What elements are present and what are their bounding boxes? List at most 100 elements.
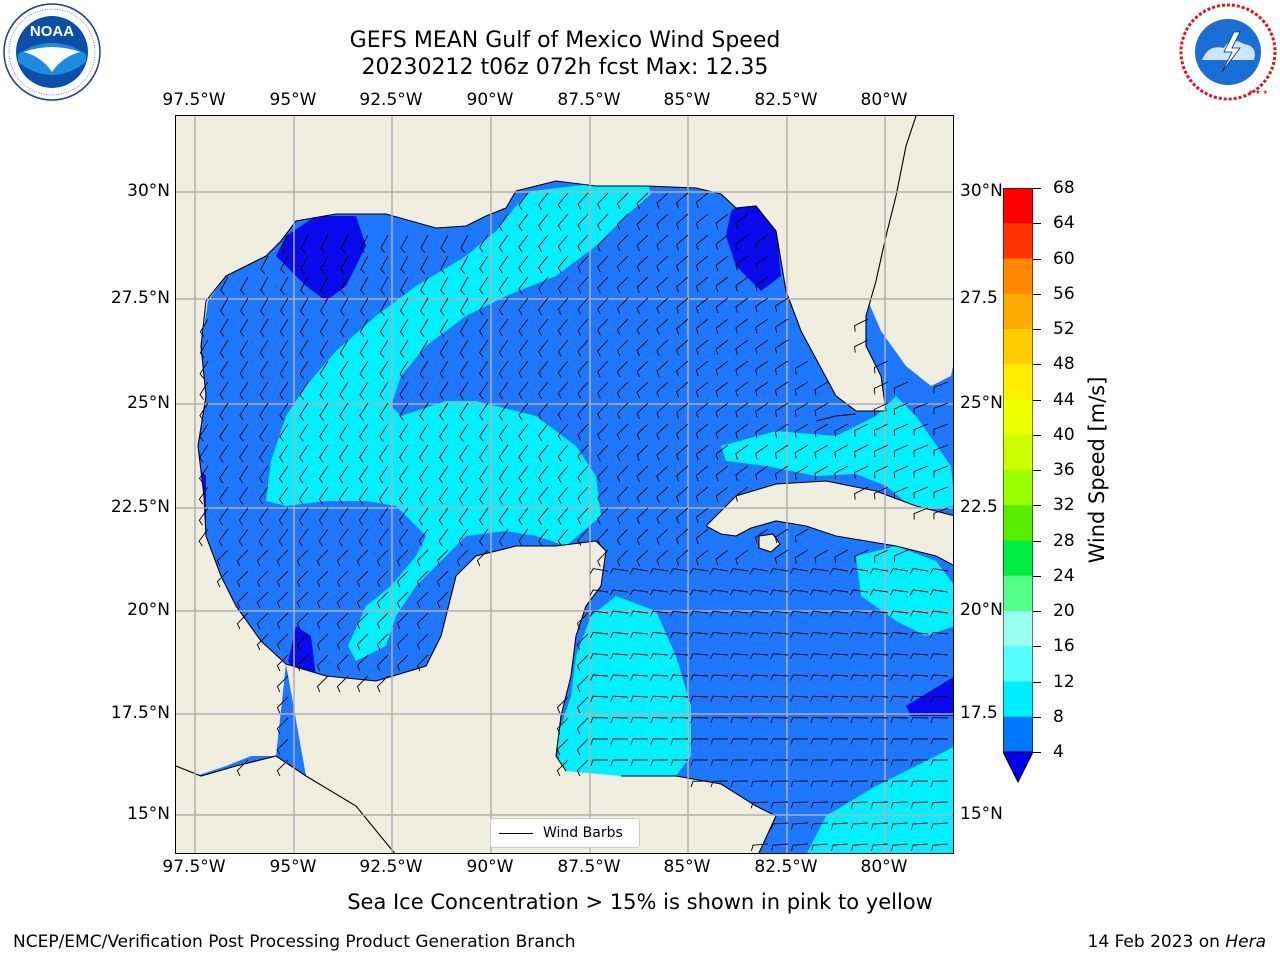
wind-barb	[557, 339, 569, 357]
wind-barb	[260, 276, 269, 295]
wind-barb	[576, 759, 589, 777]
wind-barb	[360, 276, 369, 295]
wind-barb	[440, 255, 449, 274]
wind-barb	[854, 444, 869, 458]
wind-barb	[439, 444, 449, 463]
wind-barb	[597, 486, 609, 504]
wind-barb	[676, 339, 689, 356]
wind-barb	[933, 402, 949, 415]
wind-barb	[889, 653, 909, 660]
wind-barb	[456, 549, 469, 567]
wind-barb	[239, 339, 249, 358]
wind-barb	[690, 780, 709, 788]
wind-barb	[518, 297, 529, 316]
wind-barb	[695, 339, 709, 356]
wind-barb	[814, 444, 829, 459]
wind-barb	[236, 759, 249, 777]
wind-barb	[830, 695, 849, 702]
wind-barb	[498, 465, 509, 484]
wind-barb	[695, 423, 709, 440]
wind-barb	[557, 486, 569, 504]
wind-barb	[910, 759, 929, 766]
wind-barb	[850, 843, 869, 852]
wind-barb	[616, 297, 629, 315]
wind-barb	[636, 255, 649, 273]
wind-barb	[630, 717, 649, 724]
wind-barb	[649, 653, 669, 660]
wind-lt-4-region	[276, 216, 366, 301]
wind-barb	[809, 568, 829, 575]
wind-barb	[318, 465, 329, 484]
wind-barb	[479, 402, 489, 421]
wind-barb	[790, 822, 809, 830]
wind-barb	[336, 633, 349, 651]
wind-barb	[750, 695, 769, 702]
wind-barb	[276, 717, 289, 735]
wind-barb	[597, 423, 609, 441]
wind-barb	[219, 297, 229, 316]
wind-barb	[729, 568, 749, 575]
wind-barb	[278, 528, 289, 547]
wind-barb	[730, 717, 749, 724]
wind-barb	[256, 591, 269, 609]
wind-barb	[629, 631, 649, 639]
wind-barb	[338, 486, 349, 505]
wind-barb	[676, 528, 689, 545]
wind-barb	[889, 631, 909, 639]
wind-barb	[629, 589, 649, 596]
colorbar-bin	[1003, 716, 1033, 753]
wind-barb	[873, 486, 889, 500]
wind-barb	[636, 465, 649, 483]
wind-barb	[750, 759, 769, 766]
graticule	[176, 116, 953, 853]
wind-barb	[296, 591, 309, 609]
wind-barb	[459, 444, 469, 463]
wind-barb	[597, 192, 609, 210]
wind-barb	[416, 570, 429, 588]
wind-barb	[260, 255, 269, 274]
chart-subtitle: 20230212 t06z 072h fcst Max: 12.35	[361, 55, 769, 80]
wind-barb	[419, 423, 429, 442]
wind-barb	[439, 423, 449, 442]
wind-barb	[479, 318, 489, 337]
wind-barb	[690, 674, 709, 681]
lon-tick-label: 90°W	[466, 90, 514, 110]
wind-barb	[557, 297, 569, 315]
wind-barb	[440, 234, 449, 253]
wind-barb	[239, 360, 249, 379]
wind-barb	[278, 486, 289, 505]
wind-barb	[695, 444, 709, 461]
wind-barb	[870, 843, 889, 852]
wind-barb	[479, 297, 489, 316]
wind-barb	[199, 381, 209, 400]
lon-tick-label: 95°W	[269, 90, 317, 110]
wind-barb	[299, 444, 309, 463]
wind-barb	[933, 423, 949, 436]
wind-barb	[299, 360, 309, 379]
wind-barb	[869, 653, 889, 660]
wind-barb	[854, 339, 869, 353]
wind-barb	[589, 568, 609, 575]
wind-barb	[538, 192, 549, 211]
wind-barb	[376, 675, 389, 693]
wind-barb	[636, 192, 649, 210]
wind-barb	[420, 276, 429, 295]
wind-barb	[276, 612, 289, 630]
wind-barb	[259, 402, 269, 421]
wind-barb	[656, 423, 669, 440]
wind-barb	[809, 610, 829, 617]
wind-barb	[854, 549, 869, 563]
wind-barb	[576, 717, 589, 735]
wind-barb	[380, 234, 389, 253]
map-legend: Wind Barbs	[490, 818, 640, 848]
coastline-isla-juventud	[758, 533, 781, 553]
wind-barb	[276, 570, 289, 588]
colorbar	[1003, 188, 1033, 783]
wind-barb	[538, 444, 549, 463]
wind-barb	[689, 610, 709, 617]
wind-barb	[300, 234, 309, 253]
colorbar-bin	[1003, 188, 1033, 224]
wind-barb	[380, 276, 389, 295]
wind-barb	[636, 318, 649, 336]
wind-barb	[610, 759, 629, 766]
